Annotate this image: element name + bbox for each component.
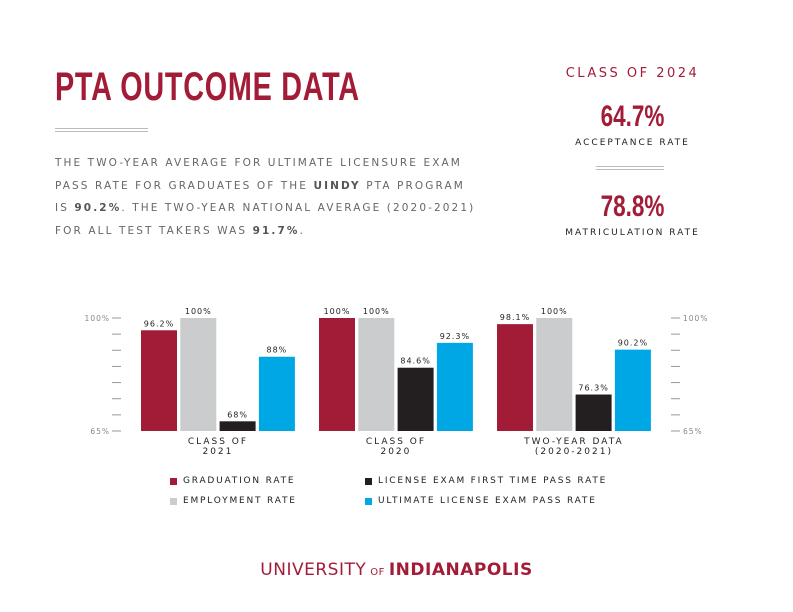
data-label: 84.6%: [400, 357, 430, 366]
intro-line: . THE TWO-YEAR NATIONAL AVERAGE (2020-20…: [121, 202, 476, 214]
class-label: CLASS OF 2024: [565, 66, 700, 81]
y-tick-label: 65%: [683, 427, 703, 436]
legend-label: GRADUATION RATE: [183, 476, 296, 486]
bar: [536, 318, 573, 431]
category-label: CLASS OF: [188, 437, 248, 447]
legend-swatch: [365, 477, 372, 485]
legend-swatch: [365, 497, 372, 505]
bar: [497, 324, 533, 431]
bar: [614, 349, 651, 431]
university-logo: UNIVERSITY OF INDIANAPOLIS: [0, 560, 793, 580]
legend-label: EMPLOYMENT RATE: [183, 496, 297, 506]
divider: [596, 166, 664, 170]
legend-item: EMPLOYMENT RATE: [170, 496, 297, 506]
intro-line: FOR ALL TEST TAKERS WAS: [55, 224, 253, 237]
intro-bold: UINDY: [313, 179, 361, 192]
data-label: 76.3%: [578, 384, 608, 393]
bar: [180, 318, 217, 431]
intro-line: THE TWO-YEAR AVERAGE FOR ULTIMATE LICENS…: [55, 157, 462, 169]
intro-line: .: [299, 224, 306, 237]
intro-bold: 90.2%: [74, 202, 122, 214]
intro-line: PTA PROGRAM: [360, 179, 465, 192]
data-label: 88%: [267, 346, 288, 355]
legend-label: ULTIMATE LICENSE EXAM PASS RATE: [378, 496, 597, 506]
matriculation-value: 78.8%: [600, 190, 665, 223]
intro-bold: 91.7%: [252, 224, 300, 237]
y-tick-label: 100%: [683, 314, 708, 323]
logo-indianapolis: INDIANAPOLIS: [388, 560, 533, 580]
matriculation-label: MATRICULATION RATE: [565, 228, 700, 238]
data-label: 92.3%: [440, 332, 470, 341]
intro-line: PASS RATE FOR GRADUATES OF THE: [55, 179, 314, 192]
bar: [358, 318, 395, 431]
intro-text: THE TWO-YEAR AVERAGE FOR ULTIMATE LICENS…: [55, 152, 495, 242]
category-label: 2021: [202, 447, 233, 457]
legend-swatch: [170, 497, 177, 505]
page-title: PTA OUTCOME DATA: [55, 65, 360, 109]
category-label: 2020: [380, 447, 411, 457]
logo-university: UNIVERSITY: [260, 560, 367, 580]
bar: [436, 342, 473, 431]
bar: [219, 421, 256, 431]
bar: [397, 367, 434, 431]
data-label: 68%: [227, 410, 248, 419]
data-label: 96.2%: [144, 319, 174, 328]
acceptance-value: 64.7%: [600, 100, 665, 133]
y-tick-label: 100%: [85, 314, 110, 323]
bar: [575, 394, 612, 431]
legend-item: ULTIMATE LICENSE EXAM PASS RATE: [365, 496, 597, 506]
legend-swatch: [170, 477, 177, 485]
category-label: CLASS OF: [366, 437, 426, 447]
logo-of: OF: [370, 567, 385, 578]
intro-line: IS: [55, 202, 75, 214]
y-tick-label: 65%: [90, 427, 110, 436]
legend-item: GRADUATION RATE: [170, 476, 295, 486]
category-label: (2020-2021): [535, 447, 613, 457]
data-label: 100%: [541, 307, 568, 316]
data-label: 98.1%: [500, 313, 530, 322]
category-label: TWO-YEAR DATA: [523, 437, 624, 447]
bar-chart: 100% 100%65% 65%96.2%100%68%88%CLASS OF202…: [85, 307, 708, 457]
legend-label: LICENSE EXAM FIRST TIME PASS RATE: [378, 476, 608, 486]
legend-item: LICENSE EXAM FIRST TIME PASS RATE: [365, 476, 607, 486]
data-label: 100%: [324, 307, 351, 316]
divider: [55, 128, 148, 132]
data-label: 100%: [363, 307, 390, 316]
acceptance-label: ACCEPTANCE RATE: [575, 138, 690, 148]
bar: [141, 330, 177, 431]
bar: [319, 318, 355, 431]
data-label: 100%: [185, 307, 212, 316]
bar: [258, 356, 295, 431]
data-label: 90.2%: [618, 339, 648, 348]
